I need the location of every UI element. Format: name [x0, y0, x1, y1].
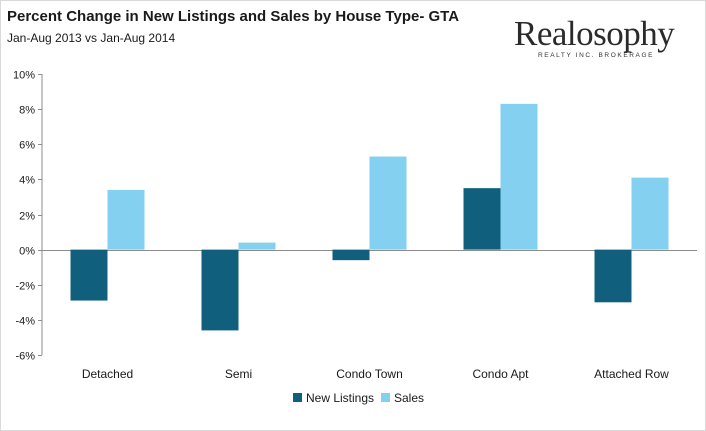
x-category-label: Condo Apt — [472, 367, 529, 381]
bar-sales — [500, 103, 538, 250]
bar-sales — [631, 177, 669, 250]
y-tick-label: -4% — [15, 316, 35, 328]
y-tick-label: 8% — [19, 105, 35, 117]
bar-sales — [107, 189, 145, 250]
y-tick-label: 6% — [19, 140, 35, 152]
legend-label: New Listings — [306, 391, 374, 405]
x-category-label: Condo Town — [336, 367, 403, 381]
y-tick-label: -6% — [15, 351, 35, 363]
y-tick-label: 0% — [19, 246, 35, 258]
chart-title: Percent Change in New Listings and Sales… — [7, 8, 460, 25]
y-tick-label: -2% — [15, 281, 35, 293]
bar-new-listings — [70, 249, 108, 301]
legend-swatch — [381, 393, 390, 402]
logo-tagline: REALTY INC. BROKERAGE — [538, 52, 655, 59]
bar-new-listings — [594, 249, 632, 303]
x-category-label: Attached Row — [594, 367, 669, 381]
bar-new-listings — [201, 249, 239, 331]
bar-new-listings — [332, 249, 370, 261]
legend-swatch — [293, 393, 302, 402]
bar-sales — [238, 242, 276, 250]
brand-logo: Realosophy REALTY INC. BROKERAGE — [514, 16, 684, 62]
x-category-label: Detached — [82, 367, 133, 381]
y-tick-label: 4% — [19, 175, 35, 187]
logo-wordmark: Realosophy — [514, 14, 675, 53]
y-tick-label: 2% — [19, 211, 35, 223]
bar-sales — [369, 156, 407, 250]
x-category-label: Semi — [225, 367, 252, 381]
bar-new-listings — [463, 188, 501, 250]
y-tick-label: 10% — [13, 70, 35, 82]
chart-subtitle: Jan-Aug 2013 vs Jan-Aug 2014 — [7, 31, 176, 45]
legend-label: Sales — [394, 391, 424, 405]
